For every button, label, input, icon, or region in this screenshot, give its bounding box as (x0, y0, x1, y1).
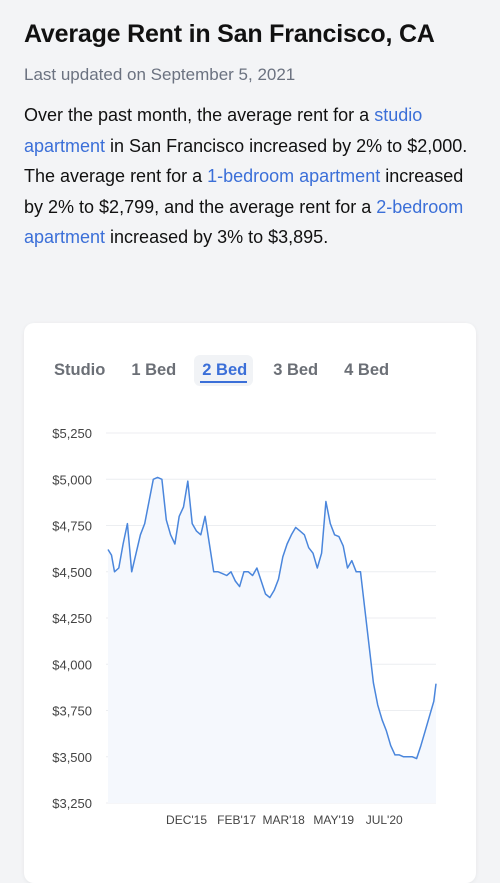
y-tick-label: $3,500 (52, 750, 92, 765)
x-tick-label: MAY'19 (313, 813, 354, 827)
tab-4-bed[interactable]: 4 Bed (344, 361, 390, 379)
series-line (107, 476, 437, 760)
y-tick-label: $3,250 (52, 796, 92, 811)
rent-line-chart: $3,250 $3,500 $3,750 $4,000 $4,250 $4,500 $4,7… (52, 426, 437, 827)
y-tick-label: $4,250 (52, 611, 92, 626)
y-tick-label: $4,500 (52, 565, 92, 580)
tab-2-bed[interactable]: 2 Bed (194, 355, 254, 386)
tab-1-bed[interactable]: 1 Bed (131, 361, 177, 379)
y-tick-label: $3,750 (52, 704, 92, 719)
y-tick-label: $5,000 (52, 472, 92, 487)
summary-text-3: increased by 2% to $2,799, and the avera… (24, 166, 464, 217)
bedroom-tabs: Studio 1 Bed 2 Bed 3 Bed 4 Bed (46, 355, 407, 386)
y-tick-label: $4,000 (52, 657, 92, 672)
rent-chart-card: Studio 1 Bed 2 Bed 3 Bed 4 Bed $3,250 $3,… (24, 323, 476, 883)
tab-studio[interactable]: Studio (54, 361, 106, 379)
x-tick-label: DEC'15 (166, 813, 207, 827)
x-tick-label: FEB'17 (217, 813, 256, 827)
rent-summary: Over the past month, the average rent fo… (24, 100, 476, 253)
page-title: Average Rent in San Francisco, CA (24, 20, 435, 48)
two-bedroom-apartment-link[interactable]: 2-bedroom apartment (24, 196, 464, 248)
series-area-fill (108, 477, 436, 803)
x-tick-label: MAR'18 (262, 813, 305, 827)
y-tick-label: $5,250 (52, 426, 92, 441)
y-tick-label: $4,750 (52, 519, 92, 534)
summary-text-4: increased by 3% to $3,895. (105, 227, 329, 247)
last-updated: Last updated on September 5, 2021 (24, 65, 296, 84)
x-tick-label: JUL'20 (366, 813, 403, 827)
studio-apartment-link[interactable]: studio apartment (24, 105, 423, 156)
tab-3-bed[interactable]: 3 Bed (273, 361, 319, 379)
one-bedroom-apartment-link[interactable]: 1-bedroom apartment (207, 166, 381, 186)
summary-text-1: Over the past month, the average rent fo… (24, 105, 375, 125)
summary-text-2: in San Francisco increased by 2% to $2,0… (24, 135, 468, 187)
